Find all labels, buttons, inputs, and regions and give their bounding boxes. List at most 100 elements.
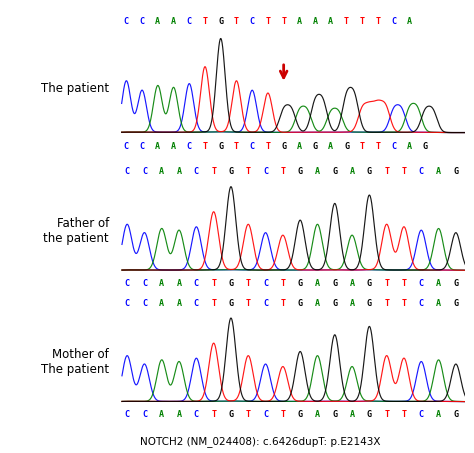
Text: C: C xyxy=(124,17,129,26)
Text: T: T xyxy=(384,279,389,288)
Text: T: T xyxy=(211,410,216,419)
Text: G: G xyxy=(367,279,372,288)
Text: T: T xyxy=(265,142,271,151)
Text: C: C xyxy=(419,279,424,288)
Text: A: A xyxy=(315,168,320,176)
Text: G: G xyxy=(228,168,234,176)
Text: G: G xyxy=(367,299,372,308)
Text: C: C xyxy=(139,142,145,151)
Text: A: A xyxy=(297,17,302,26)
Text: G: G xyxy=(332,410,337,419)
Text: A: A xyxy=(349,299,355,308)
Text: G: G xyxy=(453,168,458,176)
Text: C: C xyxy=(194,299,199,308)
Text: G: G xyxy=(332,168,337,176)
Text: C: C xyxy=(125,299,130,308)
Text: A: A xyxy=(436,410,441,419)
Text: G: G xyxy=(228,279,234,288)
Text: A: A xyxy=(328,142,333,151)
Text: A: A xyxy=(176,168,182,176)
Text: G: G xyxy=(228,299,234,308)
Text: A: A xyxy=(171,142,176,151)
Text: C: C xyxy=(125,168,130,176)
Text: A: A xyxy=(159,279,164,288)
Text: C: C xyxy=(124,142,129,151)
Text: C: C xyxy=(194,410,199,419)
Text: T: T xyxy=(281,17,286,26)
Text: G: G xyxy=(332,299,337,308)
Text: T: T xyxy=(401,168,407,176)
Text: A: A xyxy=(315,279,320,288)
Text: T: T xyxy=(360,142,365,151)
Text: A: A xyxy=(176,279,182,288)
Text: C: C xyxy=(263,279,268,288)
Text: C: C xyxy=(263,299,268,308)
Text: G: G xyxy=(298,279,303,288)
Text: T: T xyxy=(265,17,271,26)
Text: A: A xyxy=(159,410,164,419)
Text: C: C xyxy=(391,142,396,151)
Text: A: A xyxy=(349,279,355,288)
Text: T: T xyxy=(202,17,208,26)
Text: T: T xyxy=(384,410,389,419)
Text: C: C xyxy=(263,168,268,176)
Text: A: A xyxy=(159,299,164,308)
Text: G: G xyxy=(453,299,458,308)
Text: T: T xyxy=(375,142,381,151)
Text: T: T xyxy=(384,168,389,176)
Text: Father of
the patient: Father of the patient xyxy=(44,217,109,245)
Text: C: C xyxy=(125,279,130,288)
Text: T: T xyxy=(211,299,216,308)
Text: C: C xyxy=(142,299,147,308)
Text: T: T xyxy=(211,279,216,288)
Text: C: C xyxy=(419,168,424,176)
Text: G: G xyxy=(453,410,458,419)
Text: T: T xyxy=(280,279,285,288)
Text: A: A xyxy=(155,142,160,151)
Text: Mother of
The patient: Mother of The patient xyxy=(41,348,109,376)
Text: A: A xyxy=(349,410,355,419)
Text: G: G xyxy=(298,299,303,308)
Text: C: C xyxy=(391,17,396,26)
Text: C: C xyxy=(187,17,192,26)
Text: NOTCH2 (NM_024408): c.6426dupT: p.E2143X: NOTCH2 (NM_024408): c.6426dupT: p.E2143X xyxy=(140,436,381,447)
Text: G: G xyxy=(298,410,303,419)
Text: G: G xyxy=(423,142,428,151)
Text: T: T xyxy=(401,299,407,308)
Text: C: C xyxy=(139,17,145,26)
Text: C: C xyxy=(125,410,130,419)
Text: C: C xyxy=(194,168,199,176)
Text: A: A xyxy=(407,142,412,151)
Text: A: A xyxy=(176,410,182,419)
Text: G: G xyxy=(367,168,372,176)
Text: A: A xyxy=(155,17,160,26)
Text: A: A xyxy=(176,299,182,308)
Text: A: A xyxy=(312,17,318,26)
Text: C: C xyxy=(142,279,147,288)
Text: T: T xyxy=(246,299,251,308)
Text: G: G xyxy=(218,142,223,151)
Text: T: T xyxy=(234,17,239,26)
Text: G: G xyxy=(367,410,372,419)
Text: A: A xyxy=(436,299,441,308)
Text: C: C xyxy=(250,142,255,151)
Text: G: G xyxy=(453,279,458,288)
Text: A: A xyxy=(436,168,441,176)
Text: A: A xyxy=(328,17,333,26)
Text: A: A xyxy=(159,168,164,176)
Text: A: A xyxy=(297,142,302,151)
Text: T: T xyxy=(246,410,251,419)
Text: T: T xyxy=(246,279,251,288)
Text: T: T xyxy=(234,142,239,151)
Text: C: C xyxy=(419,410,424,419)
Text: A: A xyxy=(315,299,320,308)
Text: G: G xyxy=(298,168,303,176)
Text: G: G xyxy=(218,17,223,26)
Text: A: A xyxy=(436,279,441,288)
Text: T: T xyxy=(246,168,251,176)
Text: G: G xyxy=(344,142,349,151)
Text: T: T xyxy=(202,142,208,151)
Text: The patient: The patient xyxy=(41,82,109,95)
Text: C: C xyxy=(250,17,255,26)
Text: C: C xyxy=(263,410,268,419)
